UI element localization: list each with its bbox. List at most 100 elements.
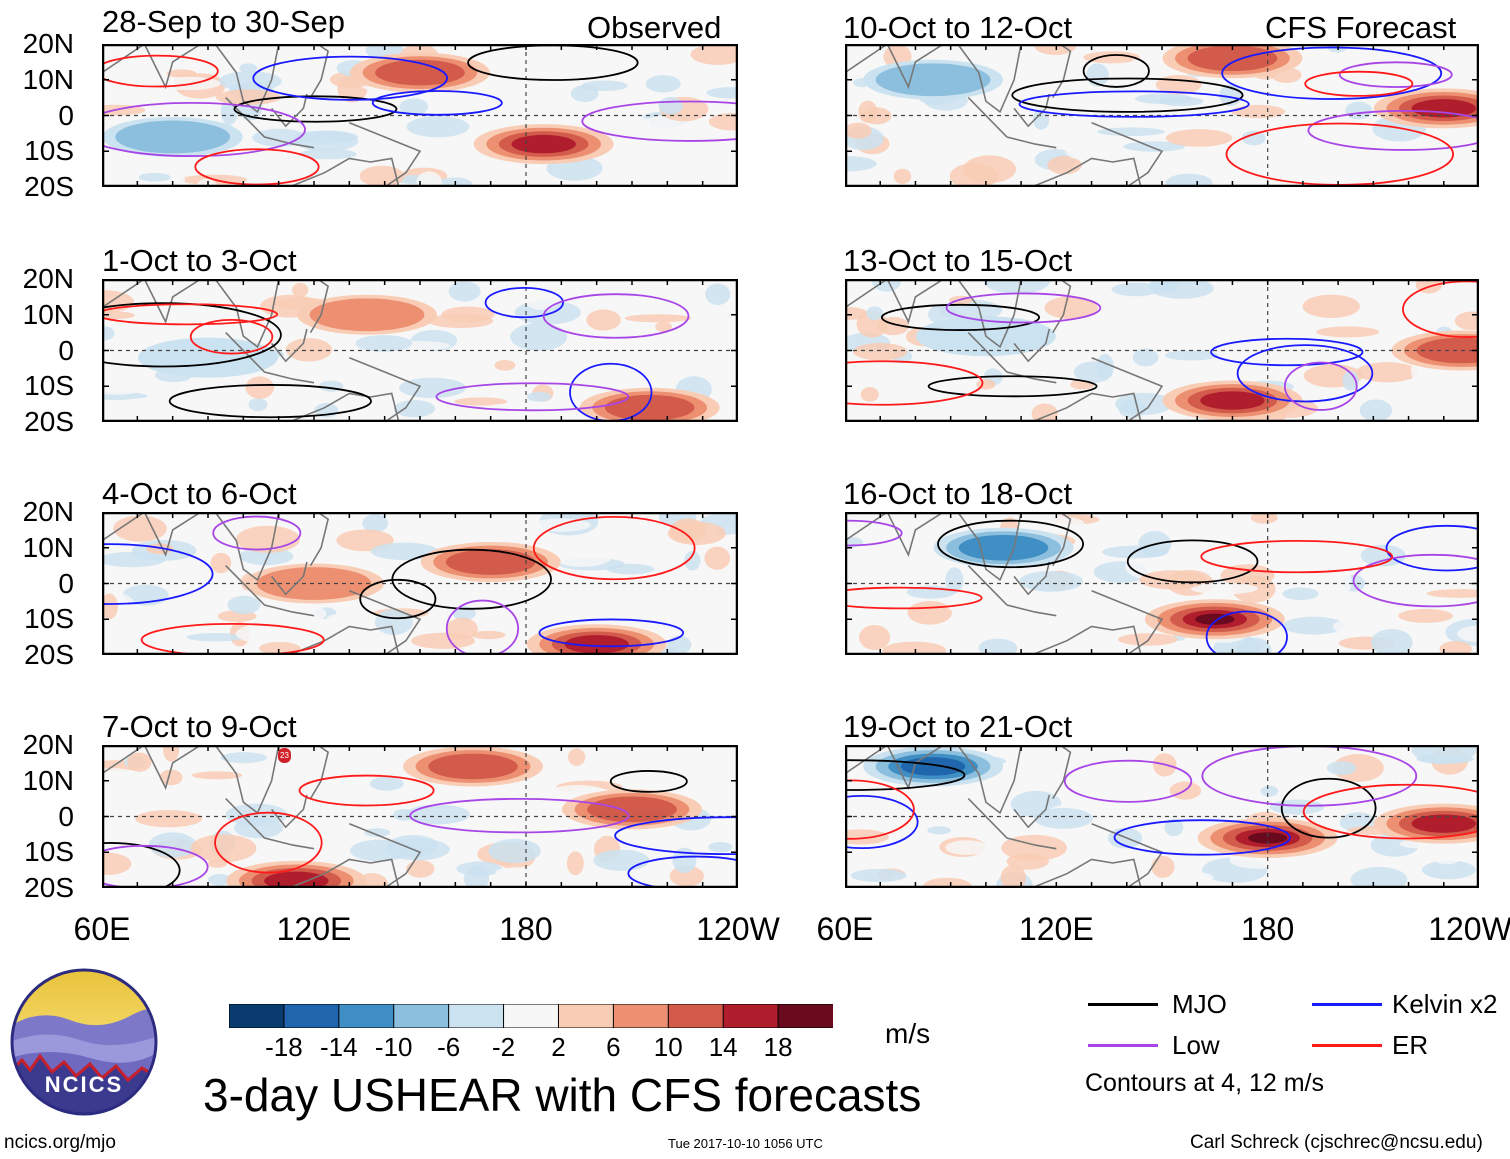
coastline [967,565,1057,617]
contour-er [845,360,984,406]
contour-kelvin [1205,610,1288,655]
contour-mjo [927,375,1098,398]
coastline [102,279,202,325]
coastline [349,822,422,888]
chart-title: 3-day USHEAR with CFS forecasts [203,1069,922,1121]
shear-cell [701,301,738,311]
shear-cell [207,859,228,868]
logo-text: NCICS [44,1072,124,1097]
shear-cell [393,808,415,821]
shear-cell [452,606,476,621]
footer-url[interactable]: ncics.org/mjo [4,1132,116,1153]
shear-cell [708,841,733,853]
map-panel-28sep-30sep [102,44,738,187]
shear-cell [658,96,683,115]
x-tick-label: 120W [1428,911,1510,947]
map-panel-4oct-6oct [102,512,738,655]
contour-mjo [102,842,181,888]
shear-cell [904,385,953,402]
contour-mjo [1082,54,1150,88]
y-tick-label: 20N [22,28,74,59]
shear-cell [850,868,907,882]
shear-cell [586,309,621,331]
shear-feature [1411,99,1476,118]
colorbar-swatch [229,1004,285,1028]
shear-cell [558,876,581,888]
colorbar-swatch [557,1004,615,1028]
shear-cell [1330,568,1352,596]
coastline [225,798,315,850]
map-panel-19oct-21oct [845,745,1479,888]
legend-line-mjo [1088,1003,1158,1006]
coastline [1052,44,1072,99]
coastline [349,121,422,187]
y-tick-label: 0 [58,800,74,832]
coastline [349,356,422,422]
shear-feature [958,534,1049,561]
x-tick-label: 60E [73,911,131,947]
shear-cell [947,602,1011,614]
shear-cell [1422,527,1479,553]
column-header-forecast: CFS Forecast [1265,10,1457,45]
coastline [225,332,315,384]
shear-cell [1387,569,1410,581]
shear-cell [1430,845,1463,865]
contour-low [445,599,520,655]
shear-cell [1132,348,1159,367]
coastline [288,157,400,187]
contour-kelvin [1385,524,1479,572]
legend-line-low [1088,1044,1158,1047]
shear-cell [945,567,964,594]
shear-cell [406,116,470,138]
y-tick-label: 10S [24,135,74,167]
shear-cell [581,80,628,92]
shear-cell [1151,855,1175,878]
legend-label-mjo: MJO [1172,989,1227,1019]
shear-cell [1139,570,1206,590]
shear-cell [1237,637,1272,655]
panel-title-6: 16-Oct to 18-Oct [843,476,1073,511]
shear-cell [1087,846,1151,866]
shear-cell [190,834,257,863]
shear-cell [1326,761,1357,775]
legend-label-er: ER [1392,1030,1429,1060]
shear-cell [399,98,429,116]
y-tick-label: 0 [58,334,74,366]
coastline [102,512,202,558]
shear-cell [1000,864,1027,888]
shear-cell [374,609,413,635]
shear-cell [900,142,947,153]
shear-cell [441,306,495,323]
contour-mjo [880,303,1041,331]
y-tick-label: 0 [58,567,74,599]
shear-cell [148,832,197,858]
shear-cell [1269,799,1325,815]
coastline [288,392,400,422]
contour-er [1302,783,1479,840]
shear-cell [611,586,641,604]
contour-kelvin [252,55,448,101]
shear-cell [127,752,152,772]
shear-cell [1044,296,1098,320]
shear-cell [1067,631,1102,640]
shear-cell [983,279,1050,294]
panel-title-4: 10-Oct to 12-Oct [843,10,1073,45]
shear-cell [1302,294,1360,319]
shear-cell [1332,618,1379,635]
shear-cell [1148,279,1181,293]
shear-cell [468,783,535,800]
shear-cell [235,624,286,643]
shear-cell [1032,109,1050,130]
shear-cell [1164,350,1219,361]
y-tick-label: 10N [22,63,74,95]
contour-low [945,292,1102,324]
y-tick-label: 10N [22,764,74,796]
contour-low [542,293,690,339]
panel-title-5: 13-Oct to 15-Oct [843,243,1073,278]
shear-cell [1457,625,1479,643]
shear-cell [285,776,338,800]
coastline [1013,794,1051,829]
contour-low [102,102,306,157]
shear-cell [510,323,568,351]
shear-feature [1187,45,1278,72]
